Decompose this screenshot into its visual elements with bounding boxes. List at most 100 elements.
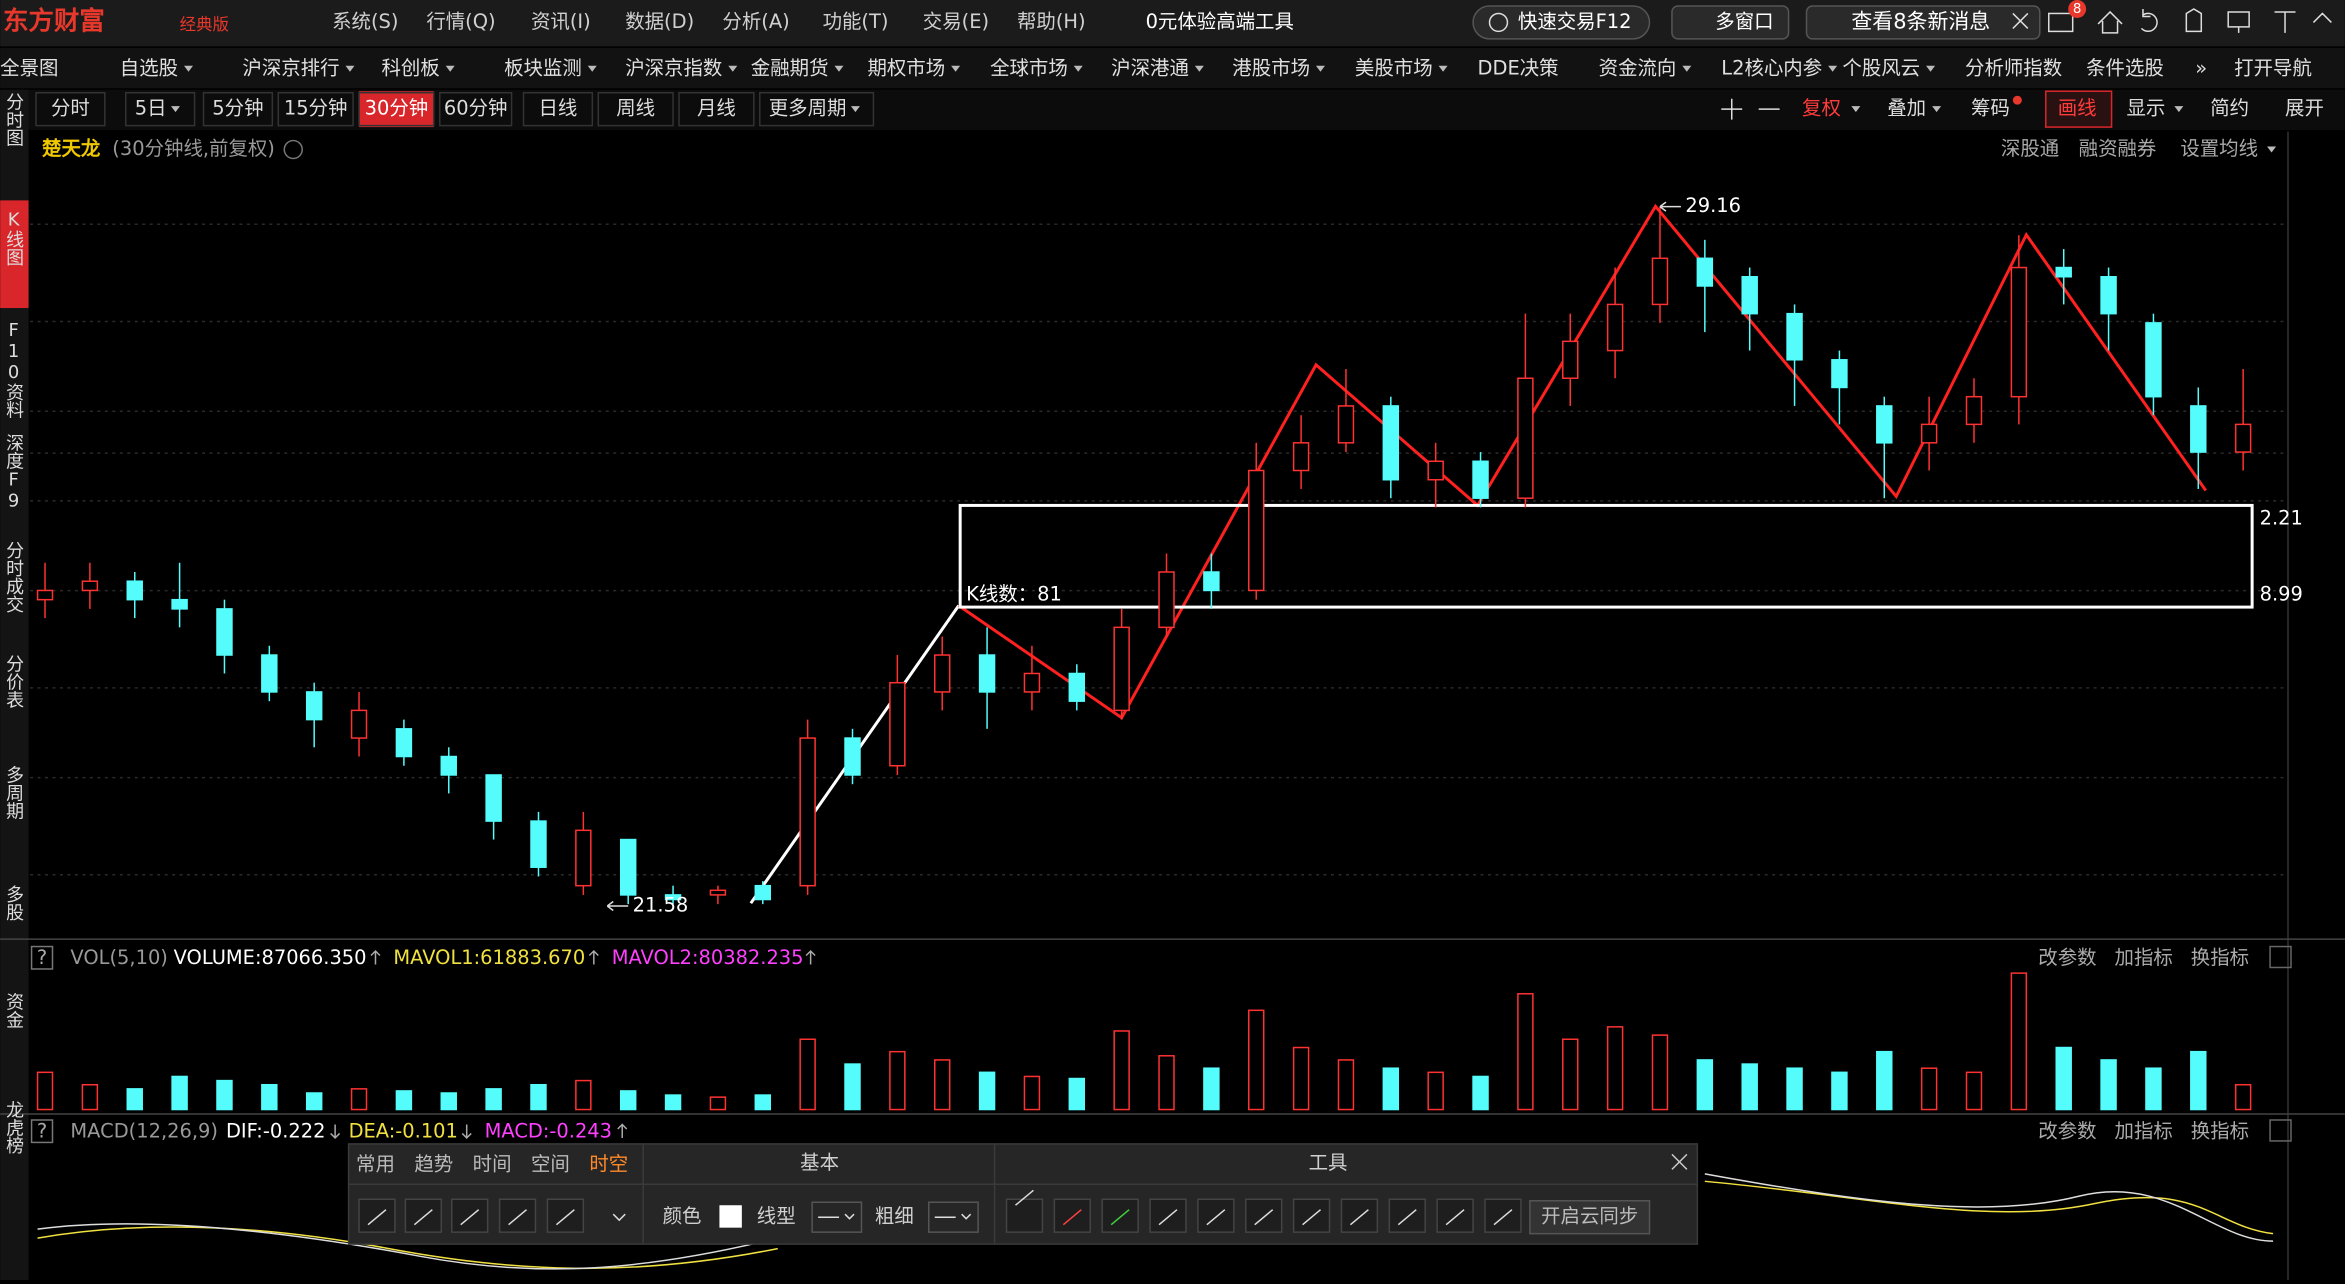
quick-trade[interactable]: 快速交易F12: [1518, 10, 1632, 33]
window-icons[interactable]: [2097, 8, 2332, 34]
nav-item[interactable]: 沪深京排行: [242, 56, 339, 79]
tool-button[interactable]: 简约: [2210, 97, 2249, 120]
tool-icon[interactable]: [498, 1198, 537, 1233]
menu-item[interactable]: 系统(S): [332, 10, 398, 33]
nav-item[interactable]: 个股风云: [1842, 56, 1920, 79]
nav-item[interactable]: 科创板: [381, 56, 439, 79]
close-icon[interactable]: [1671, 1153, 1688, 1170]
sidebar-item[interactable]: 深度F9: [3, 433, 24, 511]
tool-button[interactable]: 复权: [1802, 97, 1841, 120]
period[interactable]: 日线: [538, 97, 577, 120]
multi-window-button[interactable]: [1671, 5, 1790, 40]
settings-icon[interactable]: [283, 139, 303, 160]
nav-item[interactable]: 港股市场: [1232, 56, 1310, 79]
nav-item[interactable]: 期权市场: [867, 56, 945, 79]
toolbar-tab[interactable]: 常用: [356, 1152, 395, 1175]
period-button[interactable]: [202, 91, 274, 127]
period[interactable]: 15分钟: [284, 97, 348, 120]
tool-icon[interactable]: [1149, 1198, 1187, 1233]
promo[interactable]: 0元体验高端工具: [1146, 10, 1294, 33]
period[interactable]: 60分钟: [444, 97, 508, 120]
panel-close[interactable]: [2269, 945, 2292, 969]
nav-item[interactable]: 自选股: [120, 56, 178, 79]
tool-icon[interactable]: [451, 1198, 489, 1233]
nav-item[interactable]: DDE决策: [1478, 56, 1559, 79]
nav-item[interactable]: »: [2195, 56, 2207, 79]
tool-icon[interactable]: [1101, 1198, 1139, 1233]
menu-item[interactable]: 资讯(I): [531, 10, 591, 33]
color-swatch[interactable]: [719, 1205, 742, 1228]
help[interactable]: ?: [37, 946, 47, 969]
panel-action[interactable]: 加指标: [2115, 946, 2173, 969]
sidebar-item[interactable]: 多周期: [3, 765, 24, 819]
tool-icon[interactable]: [1388, 1198, 1426, 1233]
period[interactable]: 5日: [135, 97, 167, 120]
period-button[interactable]: [522, 91, 594, 127]
sidebar-item[interactable]: 龙虎榜: [3, 1100, 24, 1155]
tool-icon[interactable]: [546, 1198, 585, 1233]
help-box[interactable]: [30, 1119, 54, 1144]
nav-item[interactable]: 打开导航: [2234, 56, 2312, 79]
zoom-icons[interactable]: [1721, 98, 1780, 120]
sidebar-item[interactable]: 分时成交: [3, 541, 24, 613]
menu-item[interactable]: 帮助(H): [1017, 10, 1086, 33]
nav-item[interactable]: L2核心内参: [1721, 56, 1822, 79]
period[interactable]: 月线: [697, 97, 736, 120]
tool-icon[interactable]: [1292, 1198, 1331, 1233]
period-button[interactable]: [277, 91, 354, 127]
tool-icon[interactable]: [358, 1198, 396, 1233]
menu-item[interactable]: 分析(A): [722, 10, 789, 33]
panel-close[interactable]: [2269, 1119, 2292, 1142]
period[interactable]: 更多周期: [769, 97, 847, 120]
tool-icon[interactable]: [1436, 1198, 1474, 1233]
tool-icon[interactable]: [1005, 1198, 1044, 1233]
sidebar-item[interactable]: K线图: [3, 209, 24, 266]
menu-item[interactable]: 交易(E): [923, 10, 989, 33]
nav-item[interactable]: 资金流向: [1599, 56, 1677, 79]
period-button[interactable]: [358, 91, 435, 127]
sidebar-item[interactable]: 多股: [3, 885, 24, 921]
period-button[interactable]: [439, 91, 513, 127]
nav-item[interactable]: 条件选股: [2086, 56, 2164, 79]
period[interactable]: 分时: [51, 97, 90, 120]
toolbar-tab[interactable]: 时空: [589, 1152, 628, 1175]
tool-icon[interactable]: [1053, 1198, 1092, 1233]
menu-item[interactable]: 数据(D): [625, 10, 694, 33]
dropdown[interactable]: [811, 1201, 863, 1233]
period-button[interactable]: [597, 91, 674, 127]
chart-link[interactable]: 深股通: [2001, 137, 2059, 160]
sync-button[interactable]: [1529, 1200, 1651, 1235]
tool-icon[interactable]: [1484, 1198, 1522, 1233]
sidebar-item[interactable]: 分价表: [3, 655, 24, 709]
tool-button[interactable]: 画线: [2058, 97, 2097, 120]
menu-item[interactable]: 行情(Q): [426, 10, 495, 33]
panel-action[interactable]: 换指标: [2191, 946, 2249, 969]
nav-item[interactable]: 全球市场: [990, 56, 1068, 79]
period[interactable]: 周线: [616, 97, 655, 120]
help[interactable]: ?: [37, 1119, 47, 1142]
toolbar-tab[interactable]: 空间: [531, 1152, 570, 1175]
messages-button[interactable]: [1805, 5, 2041, 40]
nav-item[interactable]: 沪深京指数: [625, 56, 722, 79]
nav-item[interactable]: 板块监测: [504, 56, 582, 79]
menu-item[interactable]: 功能(T): [823, 10, 889, 33]
mail-icon[interactable]: [2048, 12, 2074, 33]
period[interactable]: 5分钟: [212, 97, 263, 120]
period[interactable]: 30分钟: [365, 97, 429, 120]
tool-icons[interactable]: [358, 1189, 1522, 1233]
chart-link[interactable]: 融资融券: [2079, 137, 2157, 160]
period-button[interactable]: [759, 91, 875, 127]
tool-button[interactable]: 筹码: [1971, 97, 2010, 120]
nav-item[interactable]: 分析师指数: [1965, 56, 2062, 79]
chart-link[interactable]: 设置均线: [2180, 137, 2258, 160]
nav-item[interactable]: 美股市场: [1355, 56, 1433, 79]
toolbar-tab[interactable]: 趋势: [414, 1152, 453, 1175]
help-box[interactable]: [30, 945, 54, 970]
tool-icon[interactable]: [1340, 1198, 1379, 1233]
messages[interactable]: 查看8条新消息: [1851, 9, 1990, 33]
toolbar-tab[interactable]: 时间: [473, 1152, 512, 1175]
quick-trade-button[interactable]: [1472, 5, 1651, 40]
period-button[interactable]: [35, 91, 106, 127]
multi-window[interactable]: 多窗口: [1715, 10, 1773, 33]
tool-button[interactable]: 显示: [2127, 97, 2166, 120]
